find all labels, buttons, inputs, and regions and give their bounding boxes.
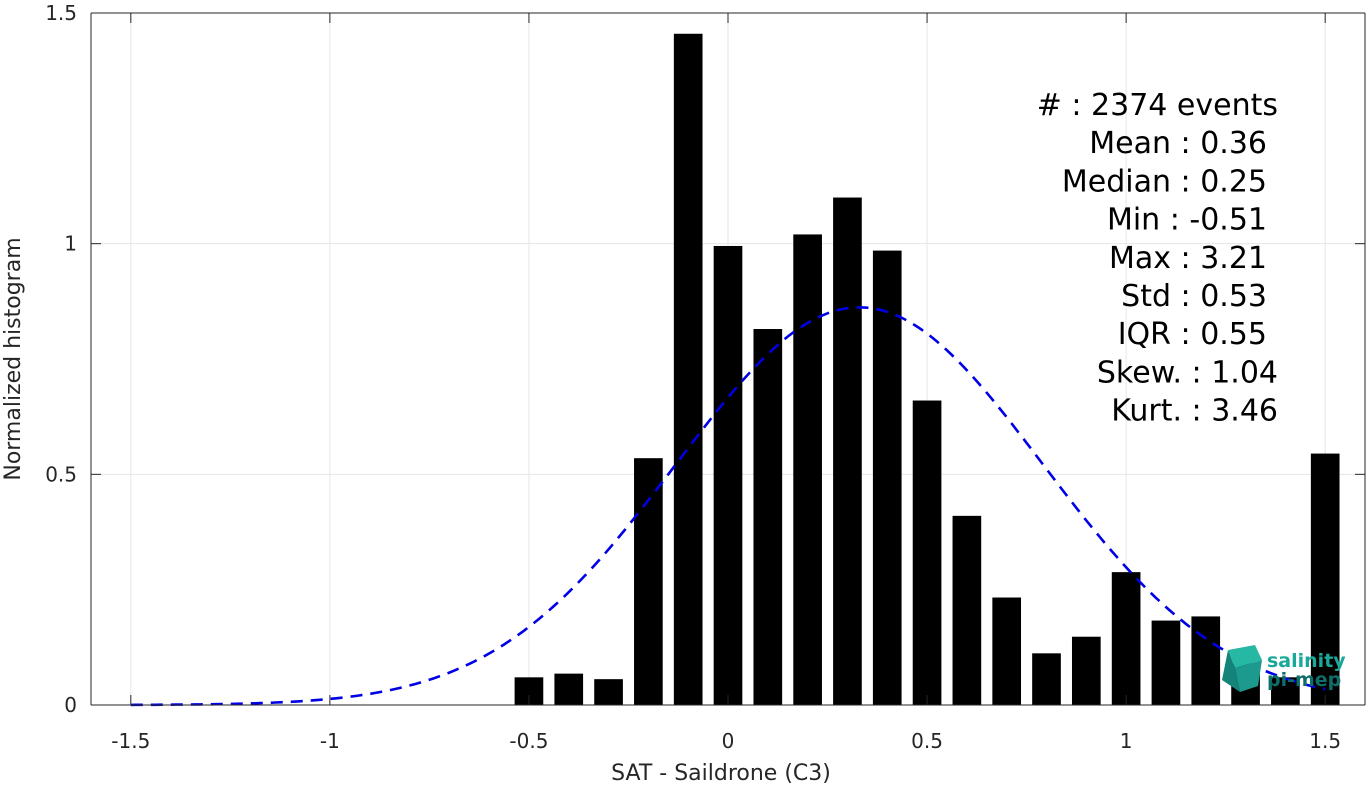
bar-1	[554, 673, 584, 705]
logo-line2: pi-mep	[1267, 669, 1341, 691]
y-tick-label-3: 1.5	[45, 1, 77, 25]
bar-15	[1111, 572, 1141, 705]
bar-17	[1191, 616, 1221, 705]
bar-16	[1151, 620, 1181, 705]
bar-8	[833, 197, 862, 706]
bar-12	[992, 597, 1022, 705]
stat-line-6: IQR : 0.55	[1118, 317, 1267, 352]
x-tick-label-0: -1.5	[111, 729, 150, 753]
x-tick-label-3: 0	[722, 729, 735, 753]
x-tick-label-6: 1.5	[1309, 729, 1341, 753]
x-tick-label-2: -0.5	[509, 729, 548, 753]
stat-line-2: Median : 0.25	[1062, 164, 1267, 199]
bar-7	[793, 234, 822, 705]
logo-line1: salinity	[1267, 650, 1346, 672]
bar-5	[713, 245, 743, 705]
x-tick-label-5: 1	[1120, 729, 1133, 753]
stat-line-4: Max : 3.21	[1109, 241, 1267, 276]
bar-3	[634, 458, 663, 705]
y-tick-label-1: 0.5	[45, 462, 77, 486]
x-tick-label-1: -1	[320, 729, 340, 753]
stat-line-8: Kurt. : 3.46	[1111, 394, 1278, 429]
bar-9	[872, 250, 902, 705]
stat-line-1: Mean : 0.36	[1089, 126, 1267, 161]
y-tick-label-0: 0	[64, 693, 77, 717]
stat-line-5: Std : 0.53	[1121, 279, 1267, 314]
bar-14	[1071, 636, 1101, 705]
stat-line-0: # : 2374 events	[1037, 88, 1278, 123]
bar-10	[912, 400, 942, 705]
salinity-pimep-logo: salinity pi-mep	[1222, 645, 1346, 692]
bar-4	[673, 33, 703, 705]
y-axis-ticks: 0 0.5 1 1.5	[45, 1, 1365, 717]
stat-line-3: Min : -0.51	[1107, 203, 1267, 238]
bars	[514, 33, 1340, 706]
y-tick-label-2: 1	[64, 232, 77, 256]
bar-6	[753, 329, 783, 705]
bar-11	[952, 515, 982, 705]
x-axis-ticks: -1.5 -1 -0.5 0 0.5 1 1.5	[111, 13, 1341, 753]
cube-icon	[1222, 645, 1262, 692]
x-axis-label: SAT - Saildrone (C3)	[611, 761, 831, 785]
x-tick-label-4: 0.5	[911, 729, 943, 753]
bar-13	[1032, 653, 1061, 705]
fit-curve	[130, 306, 1326, 707]
y-axis-label: Normalized histogram	[1, 237, 26, 480]
bar-2	[594, 679, 623, 705]
bar-20	[1310, 453, 1340, 705]
stat-line-7: Skew. : 1.04	[1097, 355, 1278, 390]
